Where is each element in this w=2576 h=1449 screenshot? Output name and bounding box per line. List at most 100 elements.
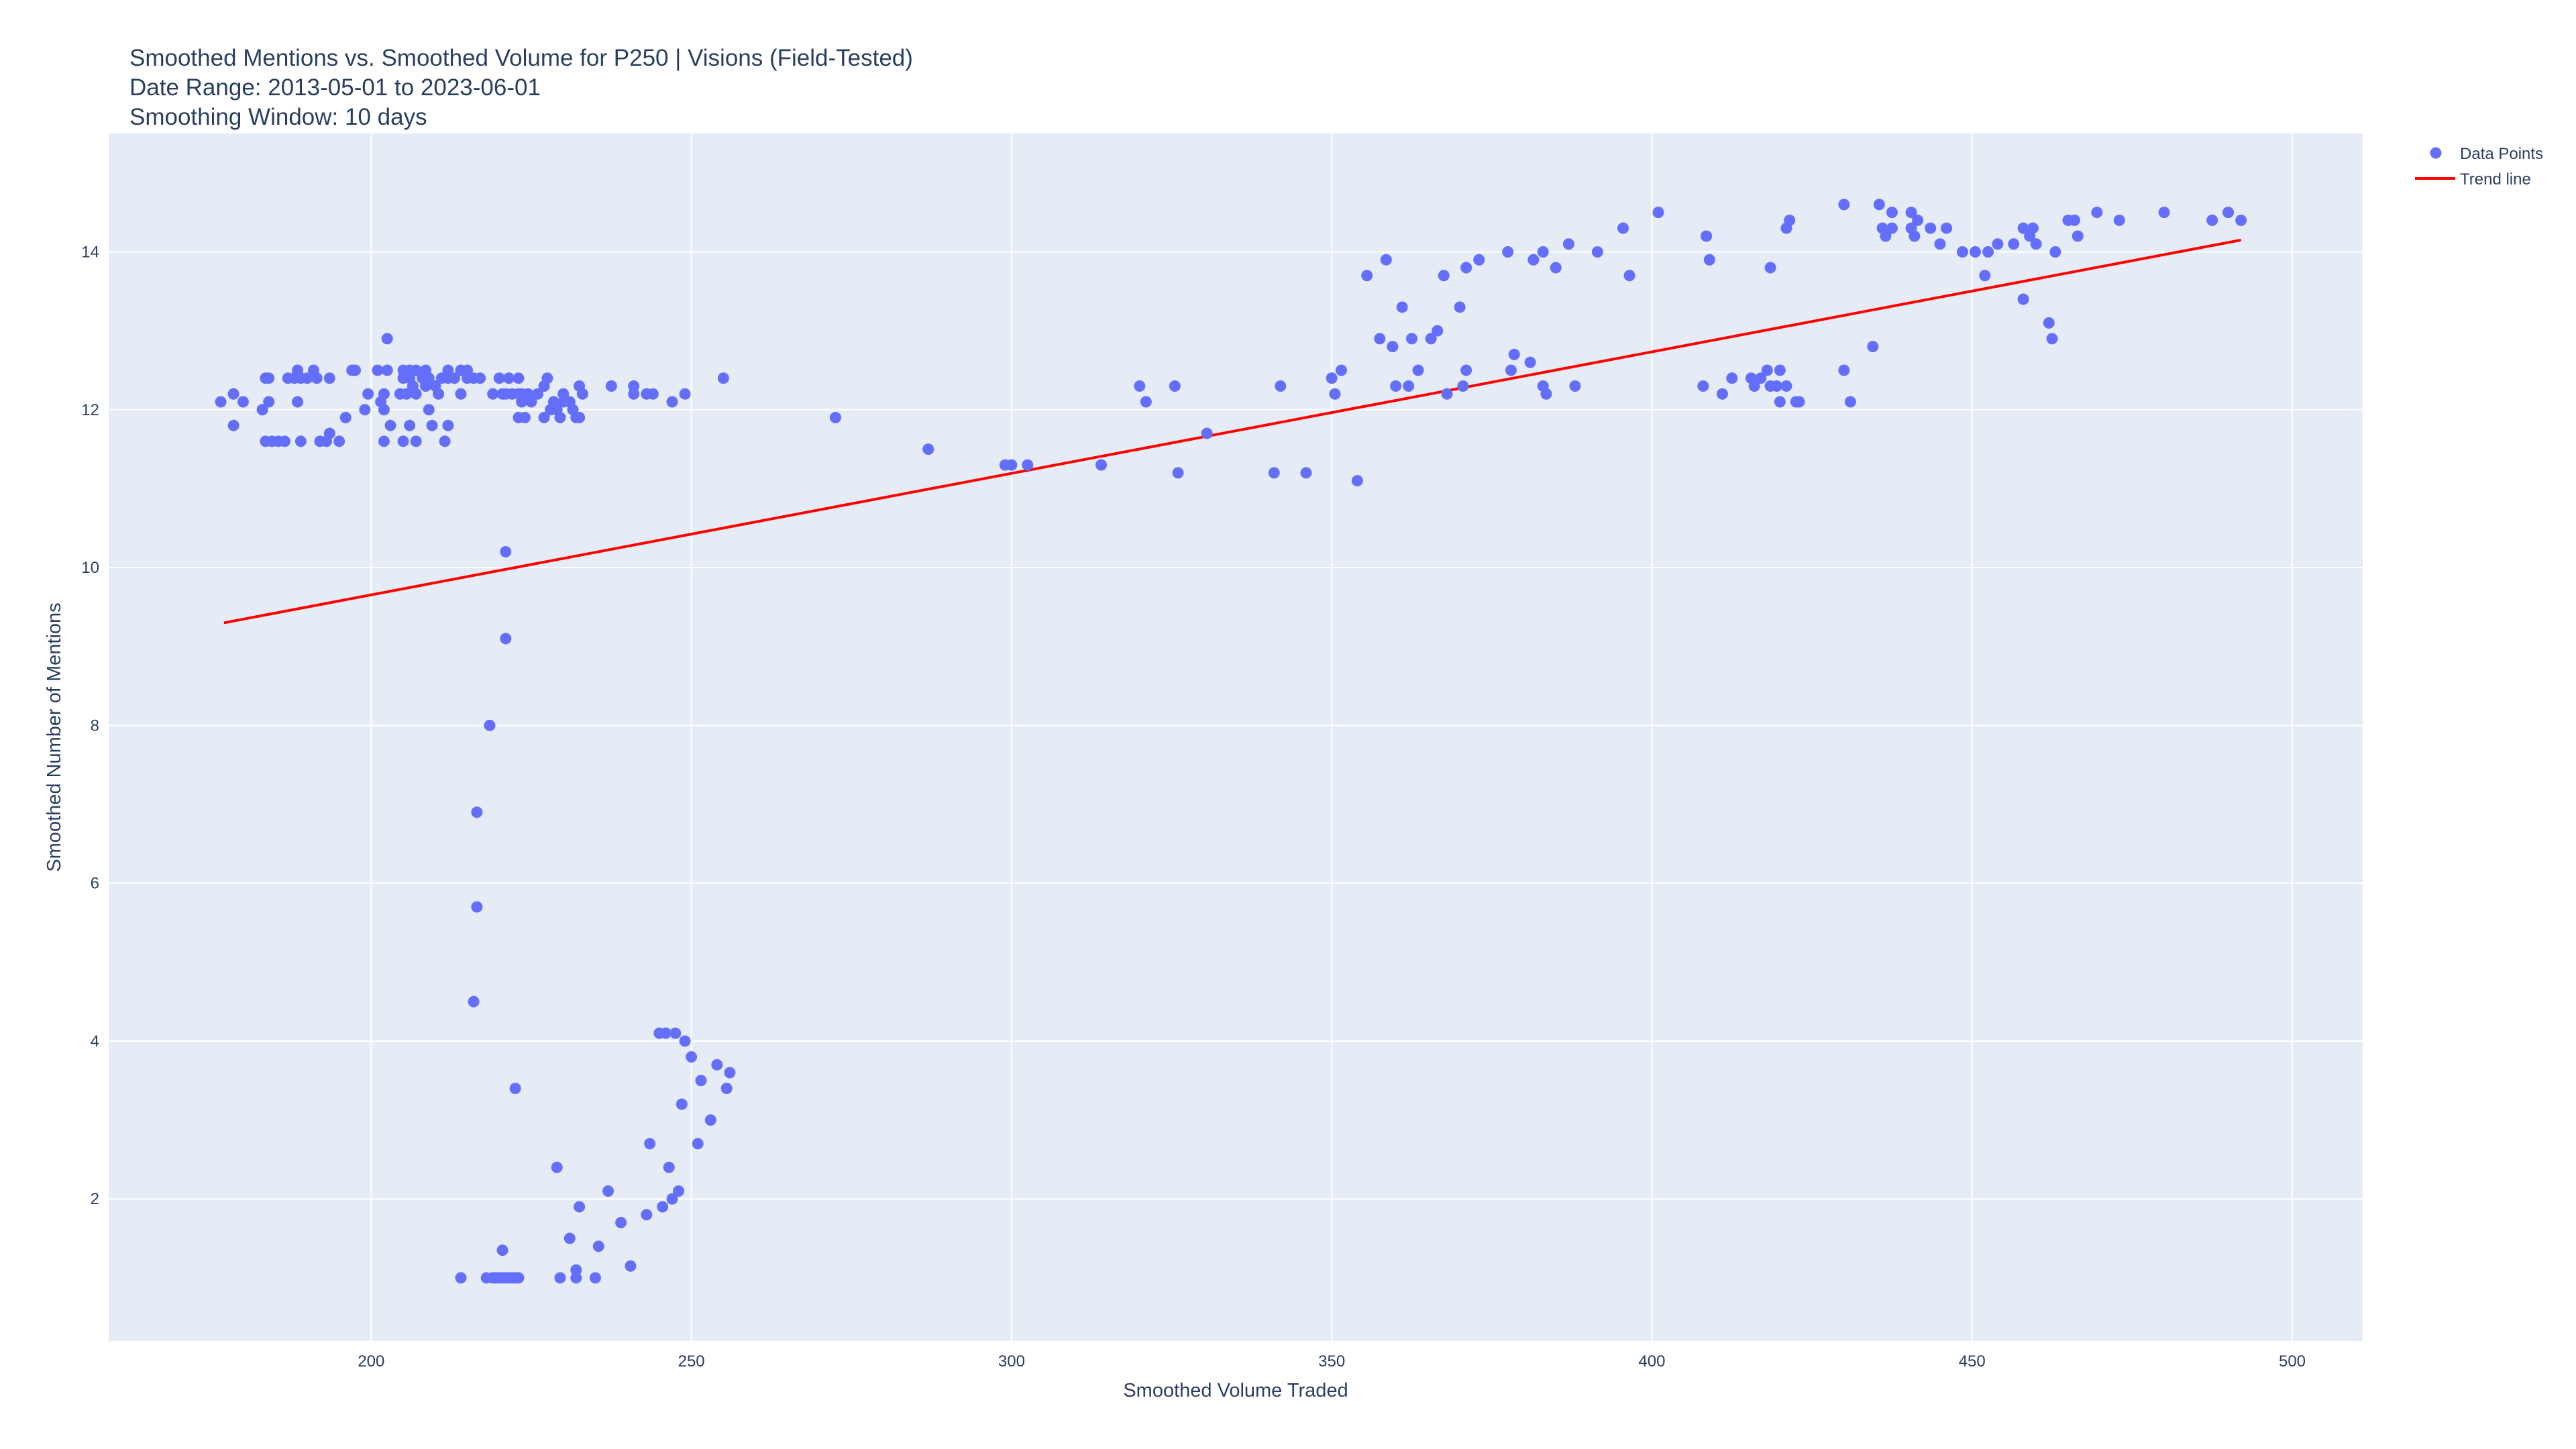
legend-label-trend-line: Trend line: [2460, 170, 2531, 189]
data-point: [2072, 230, 2084, 242]
data-point: [1326, 372, 1338, 384]
data-point: [1095, 459, 1108, 471]
data-point: [1956, 246, 1968, 258]
data-point: [1361, 270, 1373, 282]
data-point: [410, 364, 422, 376]
data-point: [576, 388, 588, 400]
chart-title-line-3: Smoothing Window: 10 days: [129, 104, 427, 130]
data-point: [1508, 348, 1520, 360]
data-point: [625, 1260, 637, 1272]
data-point: [2049, 246, 2061, 258]
data-point: [381, 364, 393, 376]
data-point: [1784, 214, 1796, 226]
data-point: [657, 1201, 669, 1213]
data-point: [1697, 380, 1709, 392]
x-tick-label: 200: [358, 1352, 384, 1371]
data-point: [397, 435, 409, 447]
legend-item-data-points[interactable]: Data Points: [2430, 145, 2544, 163]
data-point: [1540, 388, 1552, 400]
data-point: [423, 404, 435, 416]
data-point: [1703, 254, 1715, 266]
data-point: [1774, 364, 1786, 376]
data-point: [1764, 262, 1776, 274]
data-point: [462, 364, 474, 376]
data-point: [605, 380, 617, 392]
data-point: [1886, 222, 1898, 234]
x-axis-title: Smoothed Volume Traded: [1123, 1380, 1348, 1401]
data-point: [1838, 364, 1850, 376]
data-point: [679, 388, 691, 400]
data-point: [1403, 380, 1415, 392]
data-point: [1591, 246, 1603, 258]
data-point: [333, 435, 345, 447]
x-tick-label: 350: [1318, 1352, 1345, 1371]
data-point: [1387, 341, 1399, 353]
chart-title: Smoothed Mentions vs. Smoothed Volume fo…: [129, 45, 913, 130]
data-point: [2222, 207, 2235, 219]
data-point: [1201, 427, 1213, 439]
y-tick-label: 10: [81, 559, 99, 577]
data-point: [2043, 317, 2055, 329]
data-point: [570, 1272, 582, 1284]
x-tick-label: 450: [1959, 1352, 1986, 1371]
chart-title-line-2: Date Range: 2013-05-01 to 2023-06-01: [129, 74, 541, 101]
data-point: [574, 412, 586, 424]
trend-line-layer: [223, 238, 2242, 625]
data-point: [1905, 207, 1917, 219]
data-point: [532, 388, 544, 400]
x-tick-label: 250: [678, 1352, 705, 1371]
tick-labels: 200 250 300 350 400 450 500 2 4 6 8 10 12 14: [81, 243, 2306, 1371]
data-point: [1748, 380, 1760, 392]
legend-item-trend-line[interactable]: Trend line: [2415, 170, 2531, 189]
data-point: [1970, 246, 1981, 258]
data-point: [592, 1240, 604, 1252]
data-point: [717, 372, 729, 384]
data-point: [644, 1138, 656, 1150]
data-point: [695, 1075, 707, 1087]
data-point: [423, 372, 435, 384]
x-tick-label: 500: [2279, 1352, 2306, 1371]
data-point: [1432, 325, 1444, 337]
legend[interactable]: Data Points Trend line: [2415, 145, 2543, 189]
data-point: [720, 1083, 733, 1095]
y-axis-title: Smoothed Number of Mentions: [44, 602, 65, 871]
data-point: [1925, 222, 1937, 234]
data-point: [471, 806, 483, 818]
y-tick-label: 6: [91, 875, 99, 893]
data-point: [503, 372, 515, 384]
data-point: [1438, 270, 1450, 282]
data-point: [484, 719, 496, 731]
data-point: [362, 388, 374, 400]
data-point: [442, 419, 454, 431]
data-point: [215, 396, 227, 408]
data-point: [2017, 222, 2029, 234]
data-point: [263, 396, 275, 408]
data-point: [1022, 459, 1034, 471]
data-point: [1550, 262, 1562, 274]
data-point: [455, 1272, 467, 1284]
data-point: [493, 372, 505, 384]
data-point: [1425, 333, 1437, 345]
data-point: [350, 364, 361, 376]
data-point: [471, 901, 483, 913]
trend-line: [223, 238, 2242, 625]
data-point: [227, 388, 239, 400]
x-tick-label: 400: [1638, 1352, 1665, 1371]
data-point: [554, 1272, 566, 1284]
data-point: [426, 419, 438, 431]
y-tick-label: 4: [91, 1032, 99, 1051]
data-point: [1406, 333, 1417, 345]
data-point: [487, 388, 499, 400]
data-point: [1460, 262, 1472, 274]
data-point: [673, 1185, 685, 1197]
data-point: [692, 1138, 704, 1150]
data-point: [509, 1083, 521, 1095]
data-point: [448, 372, 460, 384]
data-point: [1396, 301, 1408, 313]
data-point: [1140, 396, 1152, 408]
data-point: [455, 388, 467, 400]
data-point: [519, 412, 531, 424]
data-point: [439, 435, 451, 447]
data-point: [468, 996, 480, 1008]
